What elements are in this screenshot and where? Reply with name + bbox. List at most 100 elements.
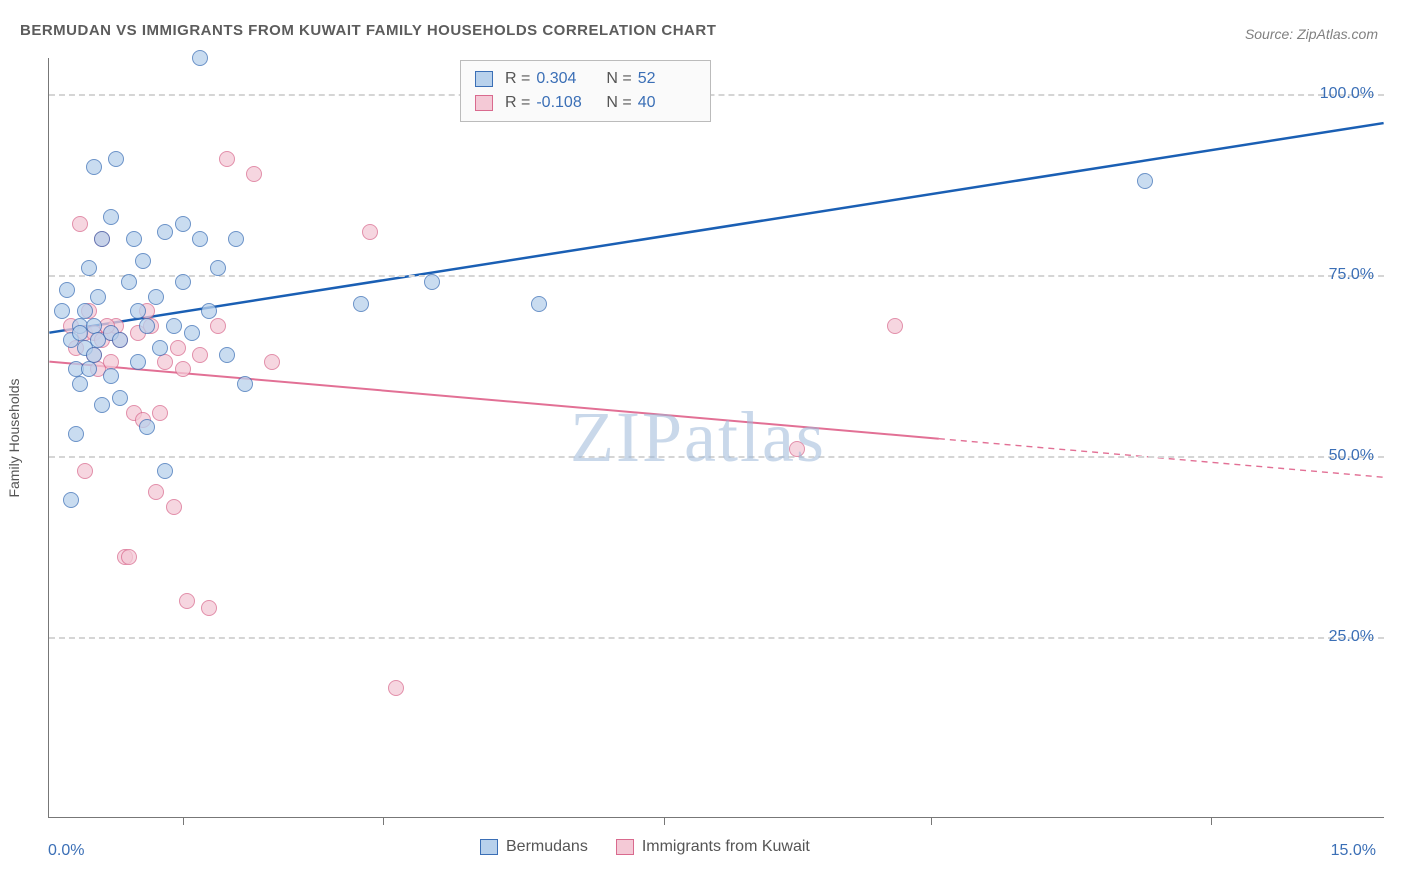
r-value-blue: 0.304 — [536, 70, 594, 88]
data-point-blue — [86, 159, 102, 175]
data-point-blue — [148, 289, 164, 305]
legend-item-pink: Immigrants from Kuwait — [616, 838, 810, 856]
r-label: R = — [505, 94, 530, 112]
data-point-pink — [72, 216, 88, 232]
legend-row-pink: R = -0.108 N = 40 — [475, 91, 696, 115]
data-point-blue — [175, 216, 191, 232]
data-point-pink — [210, 318, 226, 334]
x-axis-max-label: 15.0% — [1331, 842, 1376, 860]
y-axis-label: Family Households — [6, 378, 22, 497]
data-point-blue — [81, 260, 97, 276]
plot-area: 25.0% 50.0% 75.0% 100.0% — [48, 58, 1384, 818]
data-point-blue — [424, 274, 440, 290]
data-point-blue — [103, 209, 119, 225]
swatch-pink-icon — [616, 839, 634, 855]
data-point-pink — [157, 354, 173, 370]
x-tick — [1211, 817, 1212, 825]
legend-row-blue: R = 0.304 N = 52 — [475, 67, 696, 91]
legend-label-pink: Immigrants from Kuwait — [642, 838, 810, 856]
data-point-pink — [166, 499, 182, 515]
data-point-blue — [210, 260, 226, 276]
data-point-blue — [157, 224, 173, 240]
data-point-blue — [77, 303, 93, 319]
data-point-blue — [219, 347, 235, 363]
gridline — [49, 275, 1384, 277]
chart-title: BERMUDAN VS IMMIGRANTS FROM KUWAIT FAMIL… — [20, 22, 716, 39]
x-tick — [383, 817, 384, 825]
data-point-blue — [157, 463, 173, 479]
data-point-pink — [362, 224, 378, 240]
data-point-blue — [166, 318, 182, 334]
data-point-blue — [126, 231, 142, 247]
data-point-blue — [175, 274, 191, 290]
data-point-blue — [90, 332, 106, 348]
data-point-pink — [246, 166, 262, 182]
data-point-blue — [121, 274, 137, 290]
data-point-blue — [135, 253, 151, 269]
gridline — [49, 456, 1384, 458]
data-point-blue — [192, 50, 208, 66]
data-point-blue — [130, 303, 146, 319]
data-point-blue — [130, 354, 146, 370]
x-tick — [183, 817, 184, 825]
y-tick-label: 75.0% — [1329, 266, 1374, 284]
data-point-pink — [887, 318, 903, 334]
data-point-pink — [789, 441, 805, 457]
correlation-legend: R = 0.304 N = 52 R = -0.108 N = 40 — [460, 60, 711, 122]
n-label: N = — [606, 70, 631, 88]
n-value-blue: 52 — [638, 70, 696, 88]
y-tick-label: 25.0% — [1329, 628, 1374, 646]
y-tick-label: 100.0% — [1320, 85, 1374, 103]
series-legend: Bermudans Immigrants from Kuwait — [480, 838, 810, 856]
data-point-pink — [121, 549, 137, 565]
data-point-blue — [192, 231, 208, 247]
x-tick — [664, 817, 665, 825]
legend-item-blue: Bermudans — [480, 838, 588, 856]
data-point-blue — [201, 303, 217, 319]
data-point-pink — [388, 680, 404, 696]
data-point-blue — [94, 397, 110, 413]
data-point-pink — [152, 405, 168, 421]
data-point-pink — [77, 463, 93, 479]
data-point-blue — [531, 296, 547, 312]
data-point-blue — [63, 492, 79, 508]
data-point-blue — [94, 231, 110, 247]
legend-label-blue: Bermudans — [506, 838, 588, 856]
data-point-pink — [179, 593, 195, 609]
r-label: R = — [505, 70, 530, 88]
data-point-blue — [184, 325, 200, 341]
data-point-blue — [228, 231, 244, 247]
gridline — [49, 94, 1384, 96]
x-axis-min-label: 0.0% — [48, 842, 84, 860]
data-point-pink — [192, 347, 208, 363]
data-point-blue — [81, 361, 97, 377]
data-point-blue — [1137, 173, 1153, 189]
data-point-blue — [90, 289, 106, 305]
data-point-blue — [139, 419, 155, 435]
y-tick-label: 50.0% — [1329, 447, 1374, 465]
gridline — [49, 637, 1384, 639]
data-point-blue — [103, 368, 119, 384]
data-point-blue — [54, 303, 70, 319]
data-point-blue — [112, 332, 128, 348]
r-value-pink: -0.108 — [536, 94, 594, 112]
trendline-blue — [49, 123, 1383, 333]
data-point-blue — [152, 340, 168, 356]
data-point-pink — [148, 484, 164, 500]
data-point-blue — [108, 151, 124, 167]
swatch-pink-icon — [475, 95, 493, 111]
data-point-pink — [201, 600, 217, 616]
data-point-blue — [72, 376, 88, 392]
data-point-blue — [72, 325, 88, 341]
data-point-blue — [68, 426, 84, 442]
swatch-blue-icon — [475, 71, 493, 87]
data-point-blue — [112, 390, 128, 406]
data-point-pink — [264, 354, 280, 370]
swatch-blue-icon — [480, 839, 498, 855]
data-point-blue — [139, 318, 155, 334]
data-point-pink — [175, 361, 191, 377]
data-point-pink — [170, 340, 186, 356]
data-point-blue — [59, 282, 75, 298]
n-label: N = — [606, 94, 631, 112]
n-value-pink: 40 — [638, 94, 696, 112]
